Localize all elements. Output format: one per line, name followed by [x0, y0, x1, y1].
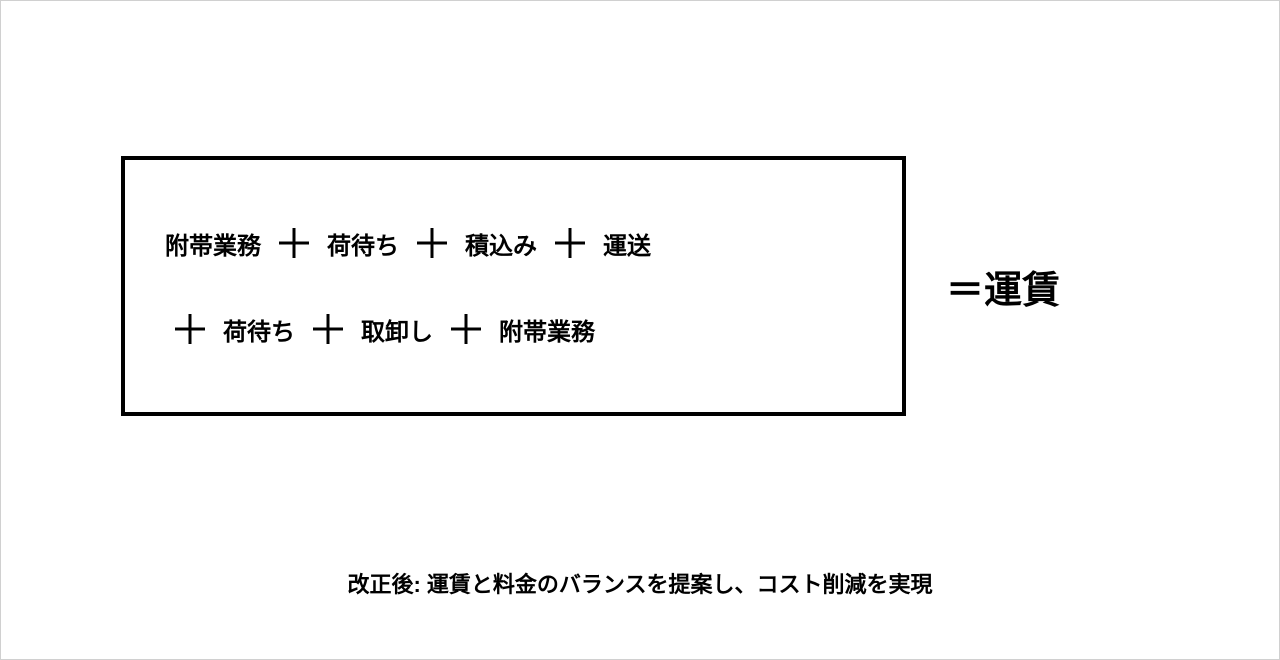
result-label: 運賃 — [984, 270, 1060, 312]
formula-row-1: 附帯業務 荷待ち 積込み 運送 — [165, 226, 862, 261]
plus-icon — [313, 314, 343, 344]
plus-icon — [279, 228, 309, 258]
equals-result: ＝運賃 — [946, 259, 1060, 314]
term-label: 附帯業務 — [165, 226, 261, 261]
plus-icon — [555, 228, 585, 258]
term-label: 取卸し — [361, 312, 433, 347]
diagram-area: 附帯業務 荷待ち 積込み 運送 荷待ち 取卸し 附帯業務 ＝運賃 — [121, 156, 1161, 416]
formula-box: 附帯業務 荷待ち 積込み 運送 荷待ち 取卸し 附帯業務 — [121, 156, 906, 416]
formula-row-2: 荷待ち 取卸し 附帯業務 — [165, 312, 862, 347]
plus-icon — [417, 228, 447, 258]
caption-text: 改正後: 運賃と料金のバランスを提案し、コスト削減を実現 — [1, 567, 1279, 599]
equals-sign: ＝ — [946, 270, 984, 312]
plus-icon — [175, 314, 205, 344]
term-label: 荷待ち — [327, 226, 399, 261]
term-label: 附帯業務 — [499, 312, 595, 347]
term-label: 荷待ち — [223, 312, 295, 347]
plus-icon — [451, 314, 481, 344]
term-label: 積込み — [465, 226, 537, 261]
term-label: 運送 — [603, 226, 651, 261]
